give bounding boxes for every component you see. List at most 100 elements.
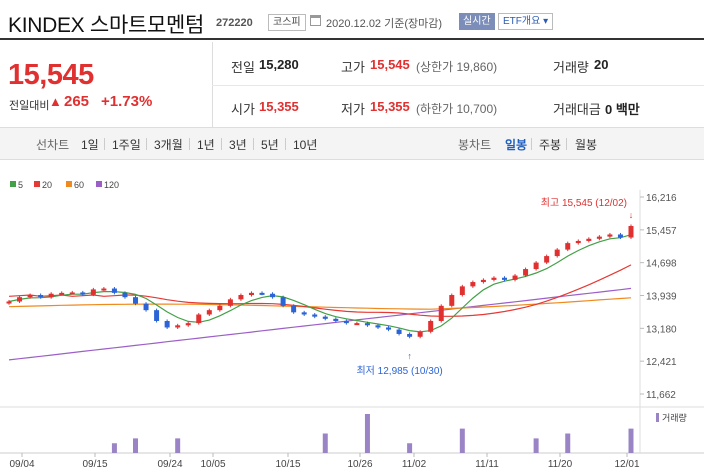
volume-bar	[111, 443, 117, 453]
change-label: 전일대비	[9, 100, 50, 112]
tab-10year[interactable]: 10년	[293, 138, 318, 152]
low-label: 저가	[341, 102, 365, 117]
divider	[146, 138, 147, 150]
x-tick-label: 09/04	[9, 459, 34, 470]
min-arrow-icon: ↑	[407, 351, 412, 361]
prev-close-value: 15,280	[259, 57, 299, 72]
header: KINDEX 스마트모멘텀 272220 코스피 2020.12.02 기준(장…	[0, 0, 704, 40]
ma5-line	[8, 234, 632, 333]
y-tick-label: 11,662	[646, 390, 676, 401]
x-tick-label: 10/05	[200, 459, 225, 470]
low-value: 15,355	[370, 99, 410, 114]
calendar-icon	[310, 15, 321, 26]
candle-body	[480, 279, 486, 283]
open-label: 시가	[231, 102, 255, 117]
tab-5year[interactable]: 5년	[261, 138, 279, 152]
tab-monthly[interactable]: 월봉	[575, 138, 598, 152]
tab-daily[interactable]: 일봉	[505, 138, 528, 152]
candle-body	[407, 333, 413, 337]
legend-swatch	[34, 181, 40, 187]
candle-body	[101, 288, 107, 291]
y-tick-label: 13,180	[646, 324, 677, 335]
max-annotation: 최고 15,545 (12/02)	[541, 197, 627, 209]
divider	[531, 138, 532, 150]
candle-body	[396, 329, 402, 334]
divider	[221, 138, 222, 150]
candle-body	[143, 303, 149, 311]
x-tick-label: 10/15	[275, 459, 300, 470]
min-annotation: 최저 12,985 (10/30)	[356, 365, 442, 377]
divider	[253, 138, 254, 150]
candle-body	[386, 327, 392, 330]
market-badge: 코스피	[268, 14, 306, 31]
x-tick-label: 12/01	[614, 459, 639, 470]
volume-value: 20	[594, 57, 609, 72]
amount-label: 거래대금	[553, 102, 601, 117]
candle-body	[428, 320, 434, 332]
candle-body	[122, 292, 128, 298]
y-tick-label: 16,216	[646, 193, 677, 204]
volume-bar	[322, 433, 328, 453]
candle-body	[217, 305, 223, 311]
max-arrow-icon: ↓	[629, 210, 634, 220]
candle-body	[586, 238, 592, 241]
volume-bar	[533, 438, 539, 453]
candle-body	[38, 295, 44, 298]
candle-body	[80, 292, 86, 295]
change-percent: +1.73%	[101, 93, 153, 110]
y-tick-label: 15,457	[646, 226, 677, 237]
x-tick-label: 11/11	[475, 459, 499, 470]
volume-bar	[407, 443, 413, 453]
x-tick-label: 11/02	[402, 459, 427, 470]
candle-body	[6, 301, 12, 304]
candle-body	[617, 234, 623, 238]
candle-body	[565, 243, 571, 250]
legend-label: 120	[104, 180, 119, 190]
legend-label: 5	[18, 180, 23, 190]
candle-body	[301, 312, 307, 315]
base-date: 2020.12.02 기준(장마감)	[326, 18, 443, 30]
candle-body	[343, 320, 349, 324]
candle-body	[48, 293, 54, 298]
divider	[285, 138, 286, 150]
tab-weekly[interactable]: 주봉	[539, 138, 562, 152]
candle-body	[533, 262, 539, 270]
x-tick-label: 10/26	[347, 459, 372, 470]
tab-1year[interactable]: 1년	[197, 138, 215, 152]
tab-1day[interactable]: 1일	[81, 138, 99, 152]
realtime-button[interactable]: 실시간	[459, 13, 495, 30]
candle-body	[449, 295, 455, 306]
candle-body	[438, 305, 444, 321]
volume-bar	[459, 428, 465, 453]
candle-body	[238, 295, 244, 300]
candle-body	[133, 297, 139, 304]
candle-body	[248, 292, 254, 296]
y-tick-label: 12,421	[646, 357, 677, 368]
legend-swatch	[10, 181, 16, 187]
line-chart-label[interactable]: 선차트	[36, 138, 70, 152]
high-value: 15,545	[370, 57, 410, 72]
tab-3month[interactable]: 3개월	[154, 138, 183, 152]
price-chart[interactable]: 16,216 15,457 14,698 13,939 13,180 12,421 11,6…	[0, 160, 704, 473]
candle-chart-label[interactable]: 봉차트	[458, 138, 492, 152]
candle-body	[375, 325, 381, 328]
candle-body	[164, 320, 170, 328]
candle-body	[227, 299, 233, 306]
legend-label: 60	[74, 180, 84, 190]
tab-3year[interactable]: 3년	[229, 138, 247, 152]
candle-body	[417, 331, 423, 337]
candle-body	[364, 323, 370, 326]
candle-body	[270, 293, 276, 298]
candle-body	[59, 292, 65, 295]
candle-body	[196, 314, 202, 324]
volume-bar	[133, 438, 139, 453]
x-tick-label: 09/24	[157, 459, 182, 470]
tab-1week[interactable]: 1주일	[112, 138, 141, 152]
etf-overview-dropdown[interactable]: ETF개요 ▾	[498, 13, 554, 30]
candle-body	[185, 323, 191, 326]
candle-body	[554, 249, 560, 257]
candle-body	[607, 234, 613, 237]
legend-swatch	[96, 181, 102, 187]
candle-body	[322, 316, 328, 319]
divider	[566, 138, 567, 150]
